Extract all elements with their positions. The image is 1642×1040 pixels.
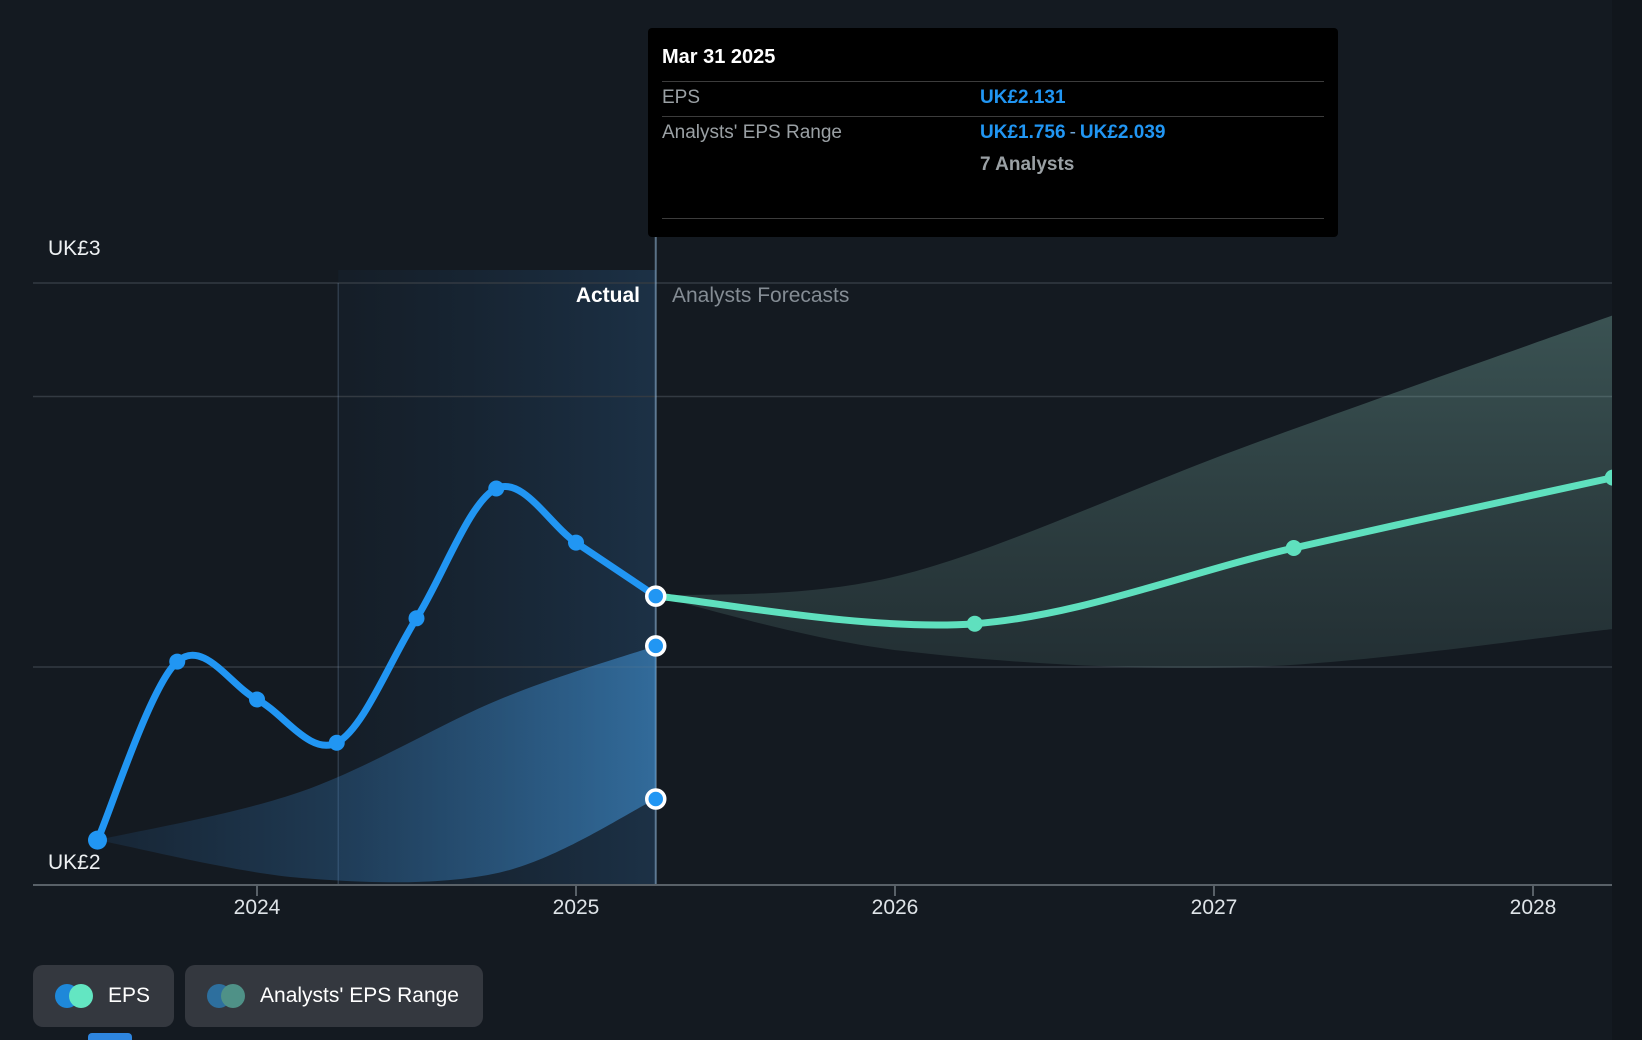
x-tick-label: 2028 — [1509, 896, 1557, 919]
actual-data-point — [408, 610, 425, 627]
tooltip-range-row: Analysts' EPS Range UK£1.756- UK£2.039 — [662, 118, 1324, 148]
forecast-data-point — [1604, 469, 1612, 486]
tooltip-eps-row: EPS UK£2.131 — [662, 83, 1324, 113]
y-axis-label-bottom: UK£2 — [48, 851, 101, 874]
range-dot-teal-icon — [221, 984, 246, 1008]
tooltip-analysts-row: 7 Analysts — [662, 150, 1324, 180]
forecast-data-point — [1285, 539, 1302, 556]
y-axis-label-top: UK£3 — [48, 237, 101, 260]
legend: EPS Analysts' EPS Range — [33, 965, 483, 1027]
x-tick-label: 2026 — [871, 896, 919, 919]
tooltip-analysts-count: 7 Analysts — [980, 154, 1075, 175]
tooltip-divider — [662, 81, 1324, 82]
x-tick-label: 2024 — [233, 896, 281, 919]
eps-legend-icon — [55, 984, 93, 1008]
teal-range-band — [655, 315, 1612, 668]
tooltip-range-high: UK£2.039 — [1079, 122, 1166, 143]
tooltip-date: Mar 31 2025 — [662, 46, 776, 68]
actual-data-point — [169, 653, 186, 670]
tooltip-range-label: Analysts' EPS Range — [662, 122, 842, 143]
right-margin — [1612, 0, 1642, 1040]
legend-range-label: Analysts' EPS Range — [260, 984, 459, 1007]
tooltip-divider — [662, 116, 1324, 117]
blue-range-band — [97, 645, 656, 883]
tooltip-eps-label: EPS — [662, 87, 701, 108]
actual-data-point — [249, 691, 265, 708]
scroll-indicator[interactable] — [88, 1033, 132, 1040]
actual-data-point — [88, 830, 107, 850]
tooltip-eps-value: UK£2.131 — [980, 87, 1066, 108]
tooltip-range-separator: - — [1069, 122, 1076, 143]
actual-label: Actual — [575, 284, 640, 307]
forecast-eps-line — [652, 474, 1612, 629]
eps-dot-teal-icon — [69, 984, 93, 1008]
x-axis — [33, 884, 1612, 896]
chart-layers — [33, 237, 1612, 885]
x-tick-label: 2027 — [1190, 896, 1238, 919]
actual-data-point — [488, 480, 505, 497]
legend-eps-label: EPS — [108, 984, 151, 1007]
x-tick-label: 2025 — [552, 896, 600, 919]
range-endpoint-marker — [645, 635, 667, 657]
range-legend-icon — [207, 984, 246, 1008]
forecast-data-point — [966, 615, 983, 632]
tooltip-divider — [662, 218, 1324, 219]
actual-data-point — [328, 734, 345, 751]
actual-data-point — [645, 585, 667, 607]
actual-data-point — [568, 534, 584, 551]
range-endpoint-marker — [645, 788, 667, 810]
tooltip-range-low: UK£1.756 — [980, 122, 1066, 143]
tooltip: Mar 31 2025 EPS UK£2.131 Analysts' EPS R… — [648, 28, 1338, 237]
legend-range-toggle[interactable]: Analysts' EPS Range — [185, 965, 483, 1027]
legend-eps-toggle[interactable]: EPS — [33, 965, 175, 1027]
tooltip-range-value: UK£1.756- UK£2.039 — [980, 118, 1165, 148]
forecast-label: Analysts Forecasts — [672, 284, 850, 307]
